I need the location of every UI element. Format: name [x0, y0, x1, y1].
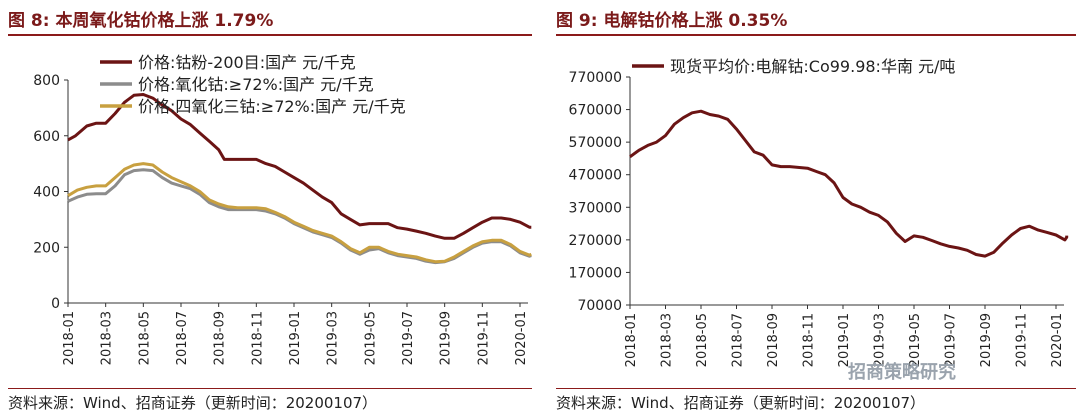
left-y-tick-label: 0 [51, 296, 60, 312]
left-x-tick-label: 2020-01 [514, 311, 529, 365]
left-x-tick-label: 2018-11 [250, 311, 265, 365]
right-x-tick-label: 2018-11 [802, 313, 817, 367]
right-x-tick-label: 2019-11 [1015, 313, 1030, 367]
left-y-tick-label: 800 [33, 73, 60, 89]
left-series-line-2 [67, 168, 532, 265]
left-x-tick-label: 2019-01 [288, 311, 303, 365]
left-y-tick-label: 200 [33, 240, 60, 256]
left-x-tick-label: 2018-09 [213, 311, 228, 365]
right-x-tick-label: 2019-07 [944, 313, 959, 367]
right-y-tick-label: 470000 [569, 168, 622, 184]
left-figure-panel: 图 8: 本周氧化钴价格上涨 1.79% 0 200 400 600 800 2018-0… [8, 11, 532, 412]
right-x-tick-label: 2019-09 [979, 313, 994, 367]
right-figure-panel: 图 9: 电解钴价格上涨 0.35% 70000 170000 270000 3700… [548, 0, 1080, 420]
left-x-tick-label: 2019-05 [363, 311, 378, 365]
right-x-tick-label: 2018-03 [660, 313, 675, 367]
right-y-tick-label: 170000 [569, 265, 622, 281]
left-x-tick-label: 2018-01 [62, 311, 77, 365]
right-x-tick-label: 2018-09 [766, 313, 781, 367]
left-x-tick-label: 2019-03 [326, 311, 341, 365]
right-x-tick-label: 2019-05 [908, 313, 923, 367]
left-legend-label-2: 价格:氧化钴:≥72%:国产 元/千克 [138, 75, 374, 94]
right-x-tick-label: 2019-01 [837, 313, 852, 367]
left-x-tick-label: 2019-07 [401, 311, 416, 365]
right-x-tick-label: 2020-01 [1050, 313, 1065, 367]
right-y-tick-label: 670000 [569, 103, 622, 119]
left-x-tick-label: 2018-05 [137, 311, 152, 365]
right-source-note: 资料来源：Wind、招商证券（更新时间：20200107） [556, 394, 926, 412]
right-y-tick-label: 70000 [577, 298, 622, 314]
left-legend-label-3: 价格:四氧化三钴:≥72%:国产 元/千克 [138, 97, 406, 116]
left-x-tick-label: 2019-09 [439, 311, 454, 365]
right-title-rule [556, 34, 1076, 36]
left-x-tick-label: 2018-07 [175, 311, 190, 365]
left-y-tick-label: 400 [33, 185, 60, 201]
left-x-tick-label: 2018-03 [100, 311, 115, 365]
right-figure-title: 图 9: 电解钴价格上涨 0.35% [556, 11, 788, 31]
left-figure-title: 图 8: 本周氧化钴价格上涨 1.79% [8, 11, 274, 31]
right-legend-label-1: 现货平均价:电解钴:Co99.98:华南 元/吨 [670, 57, 955, 76]
right-x-tick-label: 2018-07 [731, 313, 746, 367]
right-y-tick-label: 570000 [569, 135, 622, 151]
left-y-tick-label: 600 [33, 129, 60, 145]
left-series-line-1 [67, 93, 532, 240]
right-y-tick-label: 770000 [569, 70, 622, 86]
watermark-logo-text: 招商策略研究 [848, 362, 956, 383]
right-x-tick-label: 2019-03 [873, 313, 888, 367]
right-x-tick-label: 2018-01 [624, 313, 639, 367]
left-series-line-3 [67, 162, 532, 264]
left-title-rule [8, 34, 532, 36]
right-bottom-rule [556, 388, 1076, 389]
left-x-tick-label: 2019-11 [476, 311, 491, 365]
right-chart: 70000 170000 270000 370000 470000 570000 67000… [569, 57, 1069, 367]
right-y-tick-label: 270000 [569, 233, 622, 249]
left-bottom-rule [8, 388, 532, 389]
left-source-note: 资料来源：Wind、招商证券（更新时间：20200107） [8, 394, 378, 412]
right-y-tick-label: 370000 [569, 200, 622, 216]
right-x-tick-label: 2018-05 [695, 313, 710, 367]
right-series-line-1 [629, 109, 1069, 258]
left-chart: 0 200 400 600 800 2018-01 2018-03 2018-05 2018-0… [33, 53, 532, 365]
left-legend-label-1: 价格:钴粉-200目:国产 元/千克 [138, 53, 356, 72]
